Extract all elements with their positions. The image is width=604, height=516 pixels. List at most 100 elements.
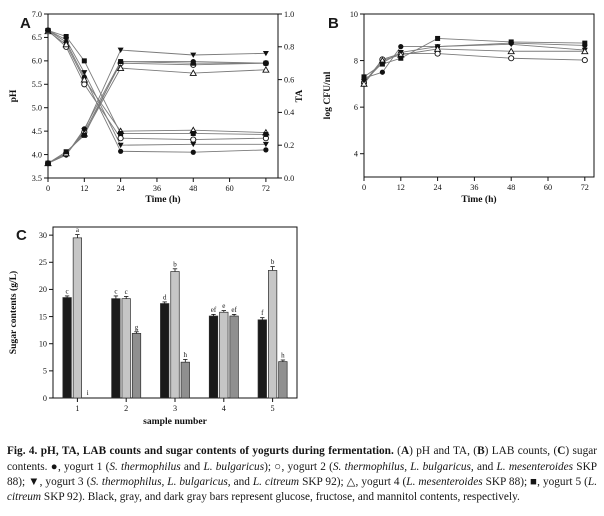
caption-segment: L. mesenteroides (406, 476, 483, 489)
caption-segment: C (557, 445, 566, 458)
svg-text:10: 10 (350, 10, 358, 19)
svg-text:30: 30 (39, 231, 47, 240)
svg-text:0.8: 0.8 (284, 43, 294, 52)
caption-segment: ) sugar contents. (7, 445, 598, 473)
caption-segment: L. citreum (252, 476, 300, 489)
svg-text:Sugar contents (g/L): Sugar contents (g/L) (8, 271, 19, 355)
svg-text:60: 60 (225, 184, 233, 193)
caption-segment: and (230, 476, 253, 489)
panel-a-ph-ta-chart: 0 12 24 36 48 60 72 3.5 4.0 4.5 5.0 5.5 6.0 6.5 7.0 0.0… (8, 10, 305, 205)
caption-segment: , yogurt 1 ( (57, 460, 110, 473)
svg-text:48: 48 (189, 184, 197, 193)
caption-segment: ); (264, 460, 275, 473)
svg-text:24: 24 (434, 183, 442, 192)
svg-text:a: a (76, 226, 80, 234)
svg-text:0: 0 (43, 394, 47, 403)
caption-segment: L. citreum (7, 476, 598, 504)
caption-segment: S. thermophilus, L. bulgaricus, (332, 460, 474, 473)
svg-text:60: 60 (544, 183, 552, 192)
svg-text:2: 2 (124, 404, 128, 413)
svg-text:12: 12 (80, 184, 88, 193)
filled-circle-marker: ● (50, 460, 58, 473)
svg-text:0.0: 0.0 (284, 174, 294, 183)
panel-c-sugar-bar-chart: 0 5 10 15 20 25 30 1 2 3 4 5 sample number Sugar cont… (8, 226, 298, 427)
caption-segment: , yogurt 2 ( (281, 460, 333, 473)
svg-text:c: c (125, 288, 128, 296)
panel-b-label: B (328, 15, 339, 32)
caption-segment: ) pH and TA, ( (409, 445, 478, 458)
svg-text:8: 8 (354, 56, 358, 65)
svg-text:Time (h): Time (h) (145, 194, 180, 205)
figure-caption: Fig. 4. pH, TA, LAB counts and sugar con… (7, 444, 597, 505)
caption-segment: S. thermophilus, L. bulgaricus, (90, 476, 231, 489)
svg-text:4: 4 (222, 404, 226, 413)
caption-segment: , yogurt 4 ( (355, 476, 407, 489)
svg-text:pH: pH (8, 89, 19, 102)
svg-text:36: 36 (470, 183, 478, 192)
svg-text:4: 4 (354, 150, 358, 159)
svg-text:h: h (281, 352, 285, 360)
svg-text:0: 0 (362, 183, 366, 192)
svg-text:ef: ef (231, 306, 237, 314)
svg-text:c: c (114, 287, 117, 295)
svg-text:0: 0 (46, 184, 50, 193)
svg-text:3: 3 (173, 404, 177, 413)
caption-segment: A (400, 445, 410, 458)
svg-text:24: 24 (117, 184, 125, 193)
svg-text:48: 48 (507, 183, 515, 192)
svg-text:i: i (87, 389, 89, 397)
panel-c-label: C (16, 227, 27, 244)
svg-text:3.5: 3.5 (32, 174, 42, 183)
svg-text:ef: ef (211, 306, 217, 314)
svg-text:72: 72 (581, 183, 589, 192)
svg-text:e: e (222, 302, 225, 310)
svg-text:c: c (66, 287, 69, 295)
caption-segment: Fig. 4. pH, TA, LAB counts and sugar con… (7, 445, 394, 458)
open-triangle-marker: △ (346, 476, 356, 489)
caption-segment: SKP 88); (482, 476, 531, 489)
caption-segment: ( (393, 445, 401, 458)
filled-square-marker: ■ (530, 476, 538, 489)
svg-text:20: 20 (39, 285, 47, 294)
caption-segment: and (473, 460, 497, 473)
caption-segment: SKP 88); (7, 460, 598, 489)
caption-segment: B (477, 445, 485, 458)
svg-text:5.5: 5.5 (32, 80, 42, 89)
svg-text:36: 36 (153, 184, 161, 193)
svg-text:7.0: 7.0 (32, 10, 42, 19)
svg-text:g: g (135, 323, 139, 331)
open-circle-marker: ○ (274, 460, 282, 473)
svg-text:6.5: 6.5 (32, 33, 42, 42)
panel-b-lab-counts-chart: 0 12 24 36 48 60 72 4 6 8 10 Time (h) log CFU/ml (322, 10, 595, 205)
svg-text:0.4: 0.4 (284, 108, 294, 117)
svg-text:15: 15 (39, 312, 47, 321)
svg-text:25: 25 (39, 258, 47, 267)
svg-text:h: h (184, 351, 188, 359)
svg-text:0.2: 0.2 (284, 141, 294, 150)
caption-segment: , yogurt 5 ( (537, 476, 588, 489)
caption-segment: ) LAB counts, ( (484, 445, 558, 458)
svg-text:1: 1 (75, 404, 79, 413)
panel-a-label: A (20, 15, 31, 32)
caption-segment: SKP 92); (299, 476, 347, 489)
caption-segment: and (180, 460, 204, 473)
caption-segment: L. bulgaricus (203, 460, 265, 473)
caption-segment: L. mesenteroides (496, 460, 574, 473)
svg-text:d: d (163, 293, 167, 301)
svg-text:TA: TA (294, 90, 305, 103)
svg-text:b: b (271, 258, 275, 266)
svg-text:4.0: 4.0 (32, 150, 42, 159)
svg-text:sample number: sample number (143, 416, 207, 427)
svg-text:10: 10 (39, 340, 47, 349)
svg-text:5: 5 (43, 367, 47, 376)
caption-segment: SKP 92). Black, gray, and dark gray bars… (41, 491, 520, 504)
svg-text:Time (h): Time (h) (461, 194, 496, 205)
svg-text:f: f (261, 309, 264, 317)
svg-text:5.0: 5.0 (32, 104, 42, 113)
caption-segment: S. thermophilus (109, 460, 181, 473)
svg-text:72: 72 (262, 184, 270, 193)
svg-text:4.5: 4.5 (32, 127, 42, 136)
filled-triangle-marker: ▼ (28, 476, 40, 489)
svg-text:log CFU/ml: log CFU/ml (322, 71, 333, 119)
svg-text:12: 12 (397, 183, 405, 192)
